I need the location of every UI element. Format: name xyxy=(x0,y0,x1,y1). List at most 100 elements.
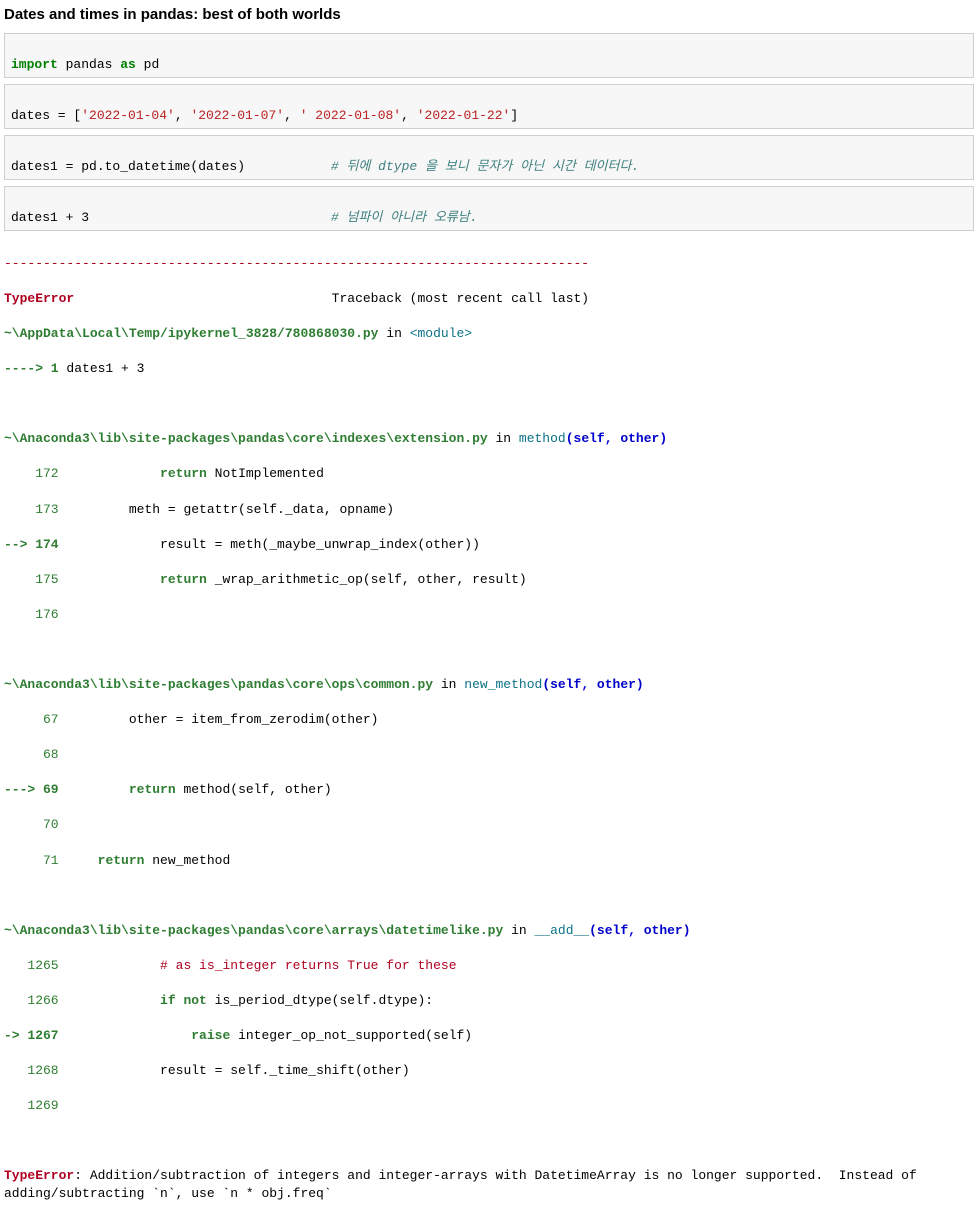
code-token: , xyxy=(175,108,191,123)
line-no: 67 xyxy=(4,712,66,727)
error-name: TypeError xyxy=(4,1168,74,1183)
line-no: 1266 xyxy=(4,993,66,1008)
error-output: ----------------------------------------… xyxy=(4,237,974,1220)
traceback-line: 175 return _wrap_arithmetic_op(self, oth… xyxy=(4,571,974,589)
line-no: 70 xyxy=(4,817,66,832)
traceback-code xyxy=(66,1028,191,1043)
traceback-code: NotImplemented xyxy=(207,466,324,481)
line-no: 176 xyxy=(4,607,66,622)
traceback-line: 67 other = item_from_zerodim(other) xyxy=(4,711,974,729)
traceback-code xyxy=(66,958,160,973)
traceback-path: ~\AppData\Local\Temp/ipykernel_3828/7808… xyxy=(4,326,378,341)
traceback-line xyxy=(4,887,974,905)
traceback-line: ~\Anaconda3\lib\site-packages\pandas\cor… xyxy=(4,430,974,448)
code-token: dates = [ xyxy=(11,108,81,123)
page-title: Dates and times in pandas: best of both … xyxy=(4,6,974,23)
traceback-line: TypeError Traceback (most recent call la… xyxy=(4,290,974,308)
code-token: dates1 + 3 xyxy=(11,210,331,225)
traceback-line xyxy=(4,641,974,659)
traceback-line: ~\Anaconda3\lib\site-packages\pandas\cor… xyxy=(4,922,974,940)
traceback-arrow: ----> 1 xyxy=(4,361,59,376)
traceback-kw: return xyxy=(160,572,207,587)
traceback-text: in xyxy=(378,326,409,341)
traceback-line: --> 174 result = meth(_maybe_unwrap_inde… xyxy=(4,536,974,554)
traceback-text: in xyxy=(503,923,534,938)
code-token: pd xyxy=(136,57,159,72)
code-token: ] xyxy=(510,108,518,123)
error-message: : Addition/subtraction of integers and i… xyxy=(4,1168,925,1201)
code-cell: dates1 = pd.to_datetime(dates) # 뒤에 dtyp… xyxy=(4,135,974,180)
traceback-kw: if not xyxy=(160,993,207,1008)
traceback-line: TypeError: Addition/subtraction of integ… xyxy=(4,1167,974,1202)
traceback-code xyxy=(66,466,160,481)
traceback-line: ----------------------------------------… xyxy=(4,255,974,273)
code-cell: dates1 + 3 # 넘파이 아니라 오류남. xyxy=(4,186,974,231)
code-token: '2022-01-07' xyxy=(190,108,284,123)
code-cell: import pandas as pd xyxy=(4,33,974,78)
traceback-line: 68 xyxy=(4,746,974,764)
traceback-line: 172 return NotImplemented xyxy=(4,465,974,483)
traceback-sig: (self, other) xyxy=(566,431,667,446)
traceback-path: ~\Anaconda3\lib\site-packages\pandas\cor… xyxy=(4,431,488,446)
traceback-code: new_method xyxy=(144,853,230,868)
traceback-line xyxy=(4,1132,974,1150)
traceback-text: in xyxy=(488,431,519,446)
traceback-code: meth = getattr(self._data, opname) xyxy=(66,502,394,517)
traceback-func: <module> xyxy=(410,326,472,341)
line-no: 71 xyxy=(4,853,66,868)
traceback-sig: (self, other) xyxy=(589,923,690,938)
line-no: 1268 xyxy=(4,1063,66,1078)
code-token: , xyxy=(401,108,417,123)
code-token: import xyxy=(11,57,58,72)
code-token: pandas xyxy=(58,57,120,72)
traceback-arrow: ---> 69 xyxy=(4,782,66,797)
traceback-code xyxy=(66,572,160,587)
traceback-func: __add__ xyxy=(535,923,590,938)
line-no: 172 xyxy=(4,466,66,481)
traceback-func: method xyxy=(519,431,566,446)
code-token: , xyxy=(284,108,300,123)
traceback-code: is_period_dtype(self.dtype): xyxy=(207,993,433,1008)
traceback-arrow: -> 1267 xyxy=(4,1028,66,1043)
traceback-line: 1266 if not is_period_dtype(self.dtype): xyxy=(4,992,974,1010)
traceback-kw: raise xyxy=(191,1028,230,1043)
traceback-code xyxy=(66,993,160,1008)
traceback-line: -> 1267 raise integer_op_not_supported(s… xyxy=(4,1027,974,1045)
code-comment: # 뒤에 dtype 을 보니 문자가 아닌 시간 데이터다. xyxy=(331,159,639,174)
code-cell: dates = ['2022-01-04', '2022-01-07', ' 2… xyxy=(4,84,974,129)
line-no: 1269 xyxy=(4,1098,66,1113)
traceback-code: integer_op_not_supported(self) xyxy=(230,1028,472,1043)
code-comment: # 넘파이 아니라 오류남. xyxy=(331,210,478,225)
traceback-line: ~\AppData\Local\Temp/ipykernel_3828/7808… xyxy=(4,325,974,343)
line-no: 68 xyxy=(4,747,66,762)
traceback-comment: # as is_integer returns True for these xyxy=(160,958,456,973)
traceback-kw: return xyxy=(160,466,207,481)
code-token: dates1 = pd.to_datetime(dates) xyxy=(11,159,331,174)
traceback-line: ----> 1 dates1 + 3 xyxy=(4,360,974,378)
traceback-code: result = self._time_shift(other) xyxy=(66,1063,409,1078)
traceback-line: 1269 xyxy=(4,1097,974,1115)
traceback-text: Traceback (most recent call last) xyxy=(74,291,589,306)
line-no: 1265 xyxy=(4,958,66,973)
traceback-kw: return xyxy=(98,853,145,868)
traceback-line: ---> 69 return method(self, other) xyxy=(4,781,974,799)
line-no: 175 xyxy=(4,572,66,587)
traceback-arrow: --> 174 xyxy=(4,537,66,552)
traceback-code: _wrap_arithmetic_op(self, other, result) xyxy=(207,572,527,587)
traceback-line: ~\Anaconda3\lib\site-packages\pandas\cor… xyxy=(4,676,974,694)
traceback-code: method(self, other) xyxy=(176,782,332,797)
traceback-line: 70 xyxy=(4,816,974,834)
traceback-code xyxy=(66,853,97,868)
traceback-code: result = meth(_maybe_unwrap_index(other)… xyxy=(66,537,479,552)
traceback-code: dates1 + 3 xyxy=(59,361,145,376)
traceback-kw: return xyxy=(129,782,176,797)
traceback-line: 1265 # as is_integer returns True for th… xyxy=(4,957,974,975)
error-name: TypeError xyxy=(4,291,74,306)
traceback-code: other = item_from_zerodim(other) xyxy=(66,712,378,727)
traceback-path: ~\Anaconda3\lib\site-packages\pandas\cor… xyxy=(4,923,503,938)
code-token: ' 2022-01-08' xyxy=(300,108,401,123)
code-token: '2022-01-22' xyxy=(417,108,511,123)
traceback-line: 1268 result = self._time_shift(other) xyxy=(4,1062,974,1080)
traceback-line xyxy=(4,395,974,413)
code-token: as xyxy=(120,57,136,72)
